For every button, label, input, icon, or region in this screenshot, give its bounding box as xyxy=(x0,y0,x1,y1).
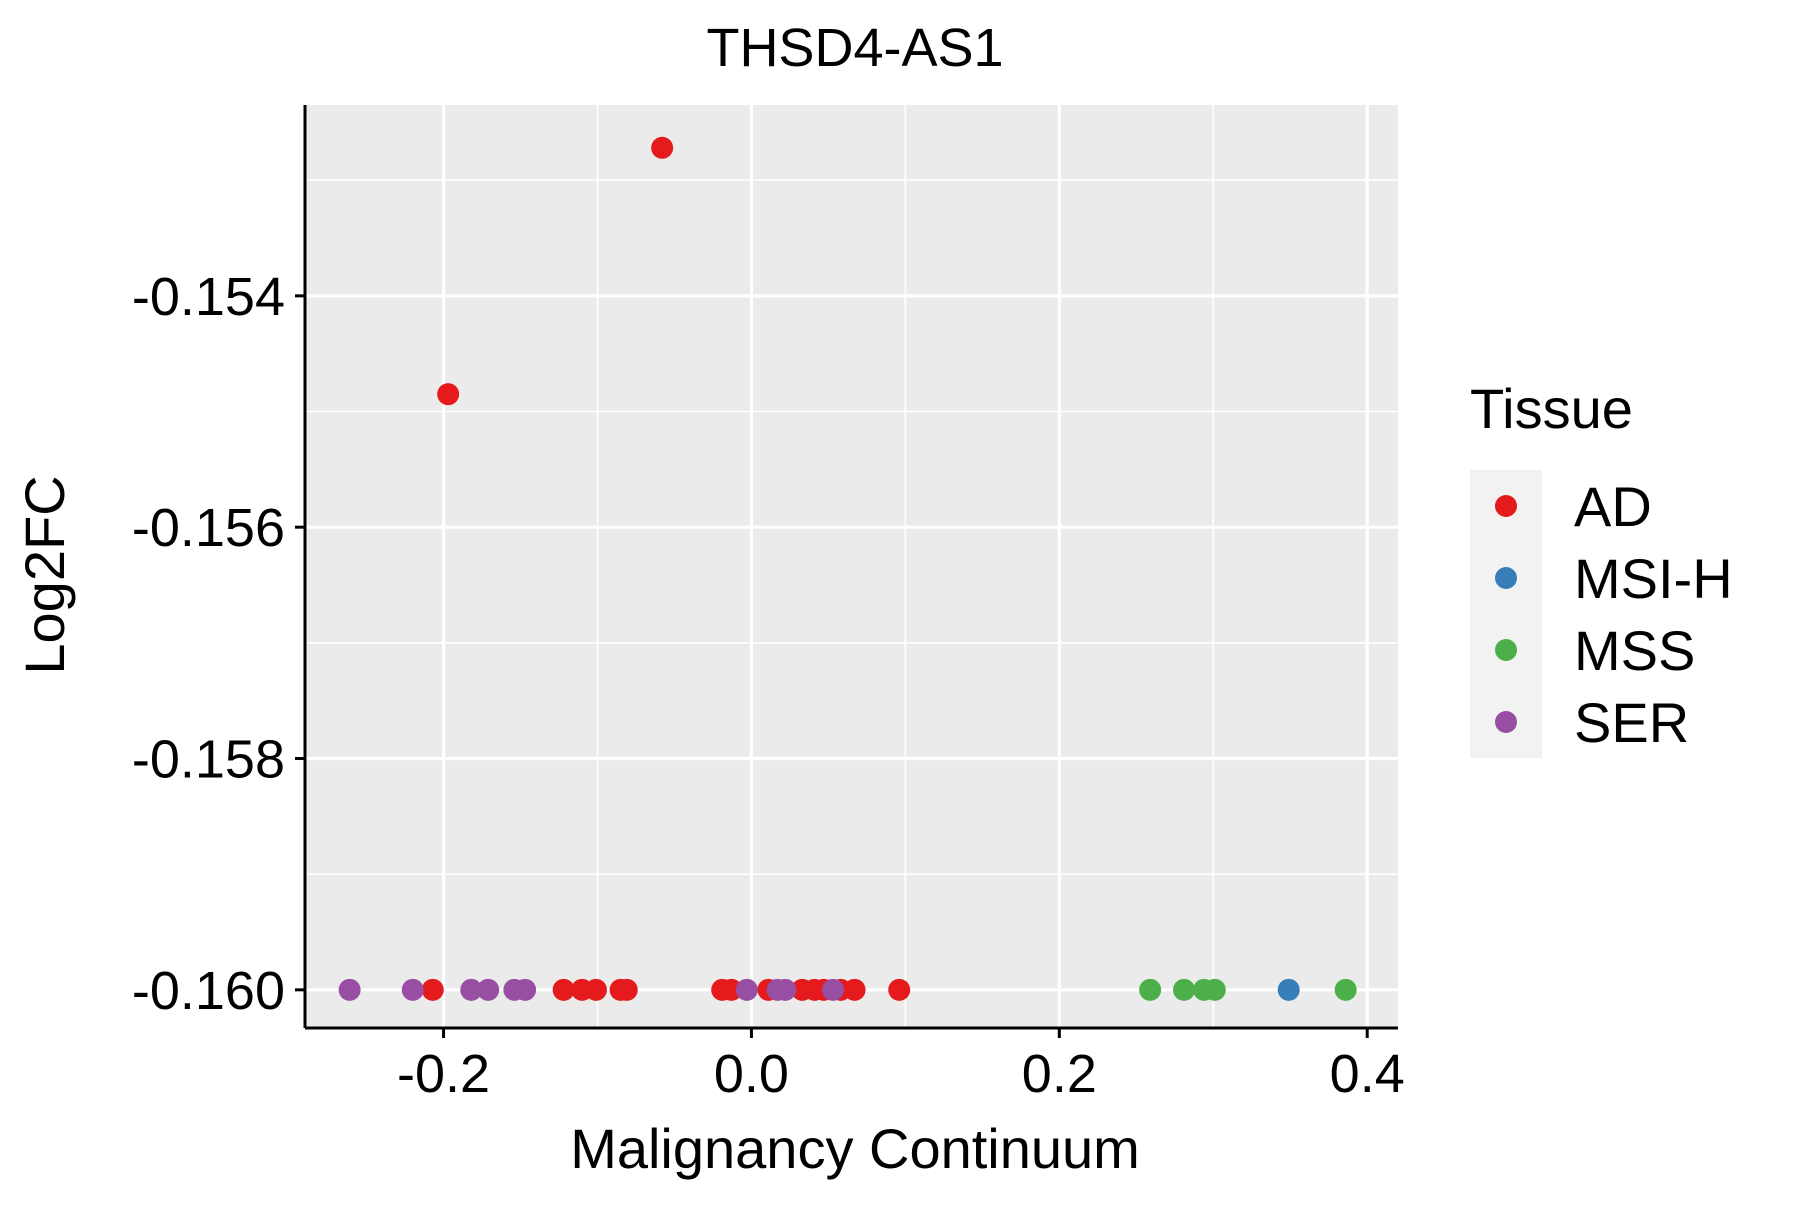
legend-key-background xyxy=(1470,470,1542,758)
data-point-mss xyxy=(1173,978,1196,1001)
y-tick-label: -0.158 xyxy=(132,730,285,790)
data-point-ser xyxy=(401,978,424,1001)
data-point-mss xyxy=(1203,978,1226,1001)
grid-lines xyxy=(305,105,1398,1028)
data-point-ad xyxy=(421,978,444,1001)
legend-label-ad: AD xyxy=(1574,475,1652,538)
data-point-mss xyxy=(1139,978,1162,1001)
legend-key-msi-h xyxy=(1495,567,1517,589)
x-tick-label: 0.2 xyxy=(1022,1044,1097,1104)
data-point-ad xyxy=(720,978,743,1001)
x-tick-label: 0.4 xyxy=(1330,1044,1405,1104)
data-point-ad xyxy=(615,978,638,1001)
axes: -0.2 0.0 0.2 0.4 -0.154 -0.156 -0.158 -0.160 xyxy=(132,105,1405,1104)
data-point-ad xyxy=(437,383,460,406)
x-tick-label: 0.0 xyxy=(714,1044,789,1104)
data-point-ser xyxy=(774,978,797,1001)
legend-key-ser xyxy=(1495,711,1517,733)
legend-label-msi-h: MSI-H xyxy=(1574,547,1733,610)
data-point-ad xyxy=(651,136,674,159)
y-tick-label: -0.160 xyxy=(132,961,285,1021)
data-point-ser xyxy=(822,978,845,1001)
legend: Tissue AD MSI-H MSS SER xyxy=(1470,377,1733,758)
data-point-ser xyxy=(460,978,483,1001)
legend-title: Tissue xyxy=(1470,377,1633,440)
y-tick-label: -0.156 xyxy=(132,498,285,558)
x-axis-title: Malignancy Continuum xyxy=(570,1117,1140,1180)
plot-panel xyxy=(305,105,1398,1028)
data-point-mss xyxy=(1334,978,1357,1001)
legend-label-mss: MSS xyxy=(1574,619,1695,682)
data-point-ad xyxy=(843,978,866,1001)
data-point-ad xyxy=(552,978,575,1001)
data-point-ad xyxy=(888,978,911,1001)
legend-key-ad xyxy=(1495,495,1517,517)
legend-key-mss xyxy=(1495,639,1517,661)
chart-title: THSD4-AS1 xyxy=(706,18,1003,78)
data-point-ser xyxy=(735,978,758,1001)
data-point-ad xyxy=(584,978,607,1001)
legend-label-ser: SER xyxy=(1574,691,1689,754)
data-point-ser xyxy=(514,978,537,1001)
y-axis-title: Log2FC xyxy=(13,475,76,674)
legend-entries: AD MSI-H MSS SER xyxy=(1495,475,1733,754)
x-tick-label: -0.2 xyxy=(397,1044,490,1104)
data-point-msi-h xyxy=(1277,978,1300,1001)
data-point-ser xyxy=(477,978,500,1001)
data-point-ser xyxy=(338,978,361,1001)
data-points xyxy=(338,136,1357,1001)
y-tick-label: -0.154 xyxy=(132,267,285,327)
